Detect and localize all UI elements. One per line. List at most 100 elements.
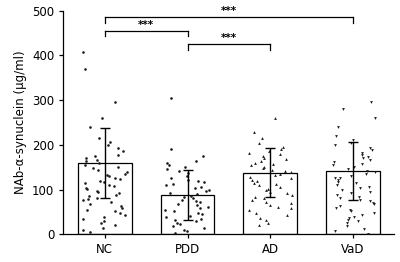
Point bbox=[82, 67, 88, 71]
Point bbox=[282, 169, 288, 173]
Point bbox=[190, 196, 196, 201]
Point bbox=[263, 218, 270, 222]
Point bbox=[175, 202, 182, 206]
Point bbox=[288, 170, 294, 174]
Point bbox=[201, 180, 208, 184]
Point bbox=[276, 152, 283, 156]
Point bbox=[350, 215, 357, 219]
Point bbox=[353, 181, 359, 185]
Point bbox=[200, 226, 207, 230]
Point bbox=[193, 199, 199, 203]
Point bbox=[256, 216, 263, 220]
Point bbox=[80, 198, 86, 203]
Point bbox=[256, 223, 262, 228]
Point bbox=[111, 184, 118, 188]
Point bbox=[80, 217, 86, 221]
Point bbox=[256, 183, 262, 187]
Point bbox=[80, 228, 86, 232]
Point bbox=[168, 147, 174, 151]
Point bbox=[113, 193, 120, 197]
Point bbox=[263, 188, 269, 192]
Bar bbox=[161, 195, 214, 234]
Point bbox=[289, 193, 295, 197]
Point bbox=[348, 174, 354, 178]
Point bbox=[339, 188, 346, 192]
Point bbox=[179, 198, 186, 202]
Point bbox=[370, 202, 377, 206]
Point bbox=[94, 168, 101, 172]
Point bbox=[365, 231, 371, 236]
Point bbox=[348, 209, 354, 214]
Point bbox=[256, 141, 262, 145]
Point bbox=[359, 161, 366, 166]
Point bbox=[100, 226, 106, 230]
Point bbox=[372, 116, 378, 120]
Point bbox=[369, 148, 376, 152]
Point bbox=[196, 200, 203, 204]
Point bbox=[356, 195, 362, 199]
Bar bbox=[78, 163, 132, 234]
Point bbox=[195, 179, 202, 183]
Point bbox=[203, 189, 210, 193]
Point bbox=[347, 208, 353, 212]
Point bbox=[265, 221, 271, 225]
Point bbox=[112, 100, 118, 105]
Point bbox=[359, 153, 366, 157]
Point bbox=[282, 157, 289, 161]
Point bbox=[360, 156, 366, 160]
Point bbox=[260, 154, 266, 158]
Point bbox=[84, 208, 90, 212]
Point bbox=[120, 149, 126, 154]
Point bbox=[93, 196, 100, 200]
Point bbox=[115, 165, 121, 169]
Point bbox=[84, 196, 91, 201]
Point bbox=[80, 50, 86, 54]
Point bbox=[348, 141, 354, 145]
Point bbox=[119, 206, 126, 210]
Point bbox=[367, 199, 373, 203]
Bar bbox=[326, 171, 380, 234]
Point bbox=[104, 143, 111, 147]
Text: ***: *** bbox=[221, 6, 237, 16]
Point bbox=[96, 161, 102, 165]
Point bbox=[193, 219, 199, 223]
Point bbox=[271, 116, 278, 120]
Point bbox=[252, 195, 258, 199]
Point bbox=[372, 170, 378, 174]
Point bbox=[174, 221, 180, 225]
Point bbox=[335, 180, 341, 184]
Y-axis label: NAb-α-synuclein (μg/ml): NAb-α-synuclein (μg/ml) bbox=[14, 51, 26, 194]
Point bbox=[101, 215, 108, 219]
Point bbox=[117, 211, 124, 215]
Point bbox=[266, 203, 273, 207]
Point bbox=[248, 178, 255, 182]
Point bbox=[121, 213, 128, 217]
Bar bbox=[244, 173, 297, 234]
Point bbox=[270, 162, 276, 166]
Point bbox=[350, 165, 357, 169]
Point bbox=[87, 202, 93, 206]
Point bbox=[188, 193, 194, 198]
Point bbox=[335, 178, 342, 182]
Point bbox=[87, 125, 93, 129]
Point bbox=[185, 178, 191, 182]
Point bbox=[344, 224, 350, 228]
Point bbox=[284, 213, 290, 217]
Point bbox=[163, 183, 170, 187]
Point bbox=[111, 176, 118, 180]
Point bbox=[268, 167, 275, 172]
Point bbox=[84, 187, 91, 191]
Point bbox=[162, 215, 169, 219]
Point bbox=[116, 191, 122, 195]
Point bbox=[99, 116, 105, 120]
Point bbox=[184, 229, 190, 233]
Point bbox=[334, 193, 340, 197]
Point bbox=[122, 172, 128, 176]
Point bbox=[83, 185, 89, 190]
Point bbox=[82, 181, 88, 185]
Point bbox=[337, 204, 344, 208]
Point bbox=[346, 216, 352, 220]
Point bbox=[287, 205, 294, 210]
Point bbox=[332, 134, 339, 138]
Text: ***: *** bbox=[221, 33, 237, 43]
